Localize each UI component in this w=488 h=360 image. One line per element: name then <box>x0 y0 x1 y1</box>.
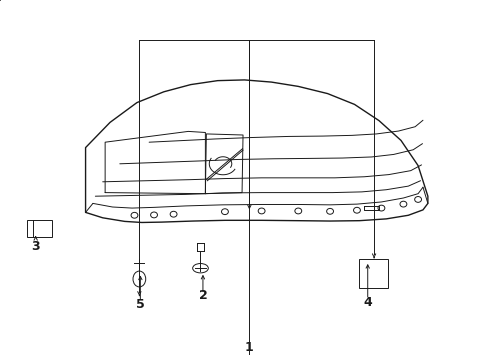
Text: 2: 2 <box>198 289 207 302</box>
Text: 4: 4 <box>363 296 371 309</box>
Text: 3: 3 <box>31 240 40 253</box>
Bar <box>27 220 52 237</box>
Text: 5: 5 <box>136 298 144 311</box>
Bar <box>359 259 387 288</box>
Text: 1: 1 <box>244 341 253 354</box>
